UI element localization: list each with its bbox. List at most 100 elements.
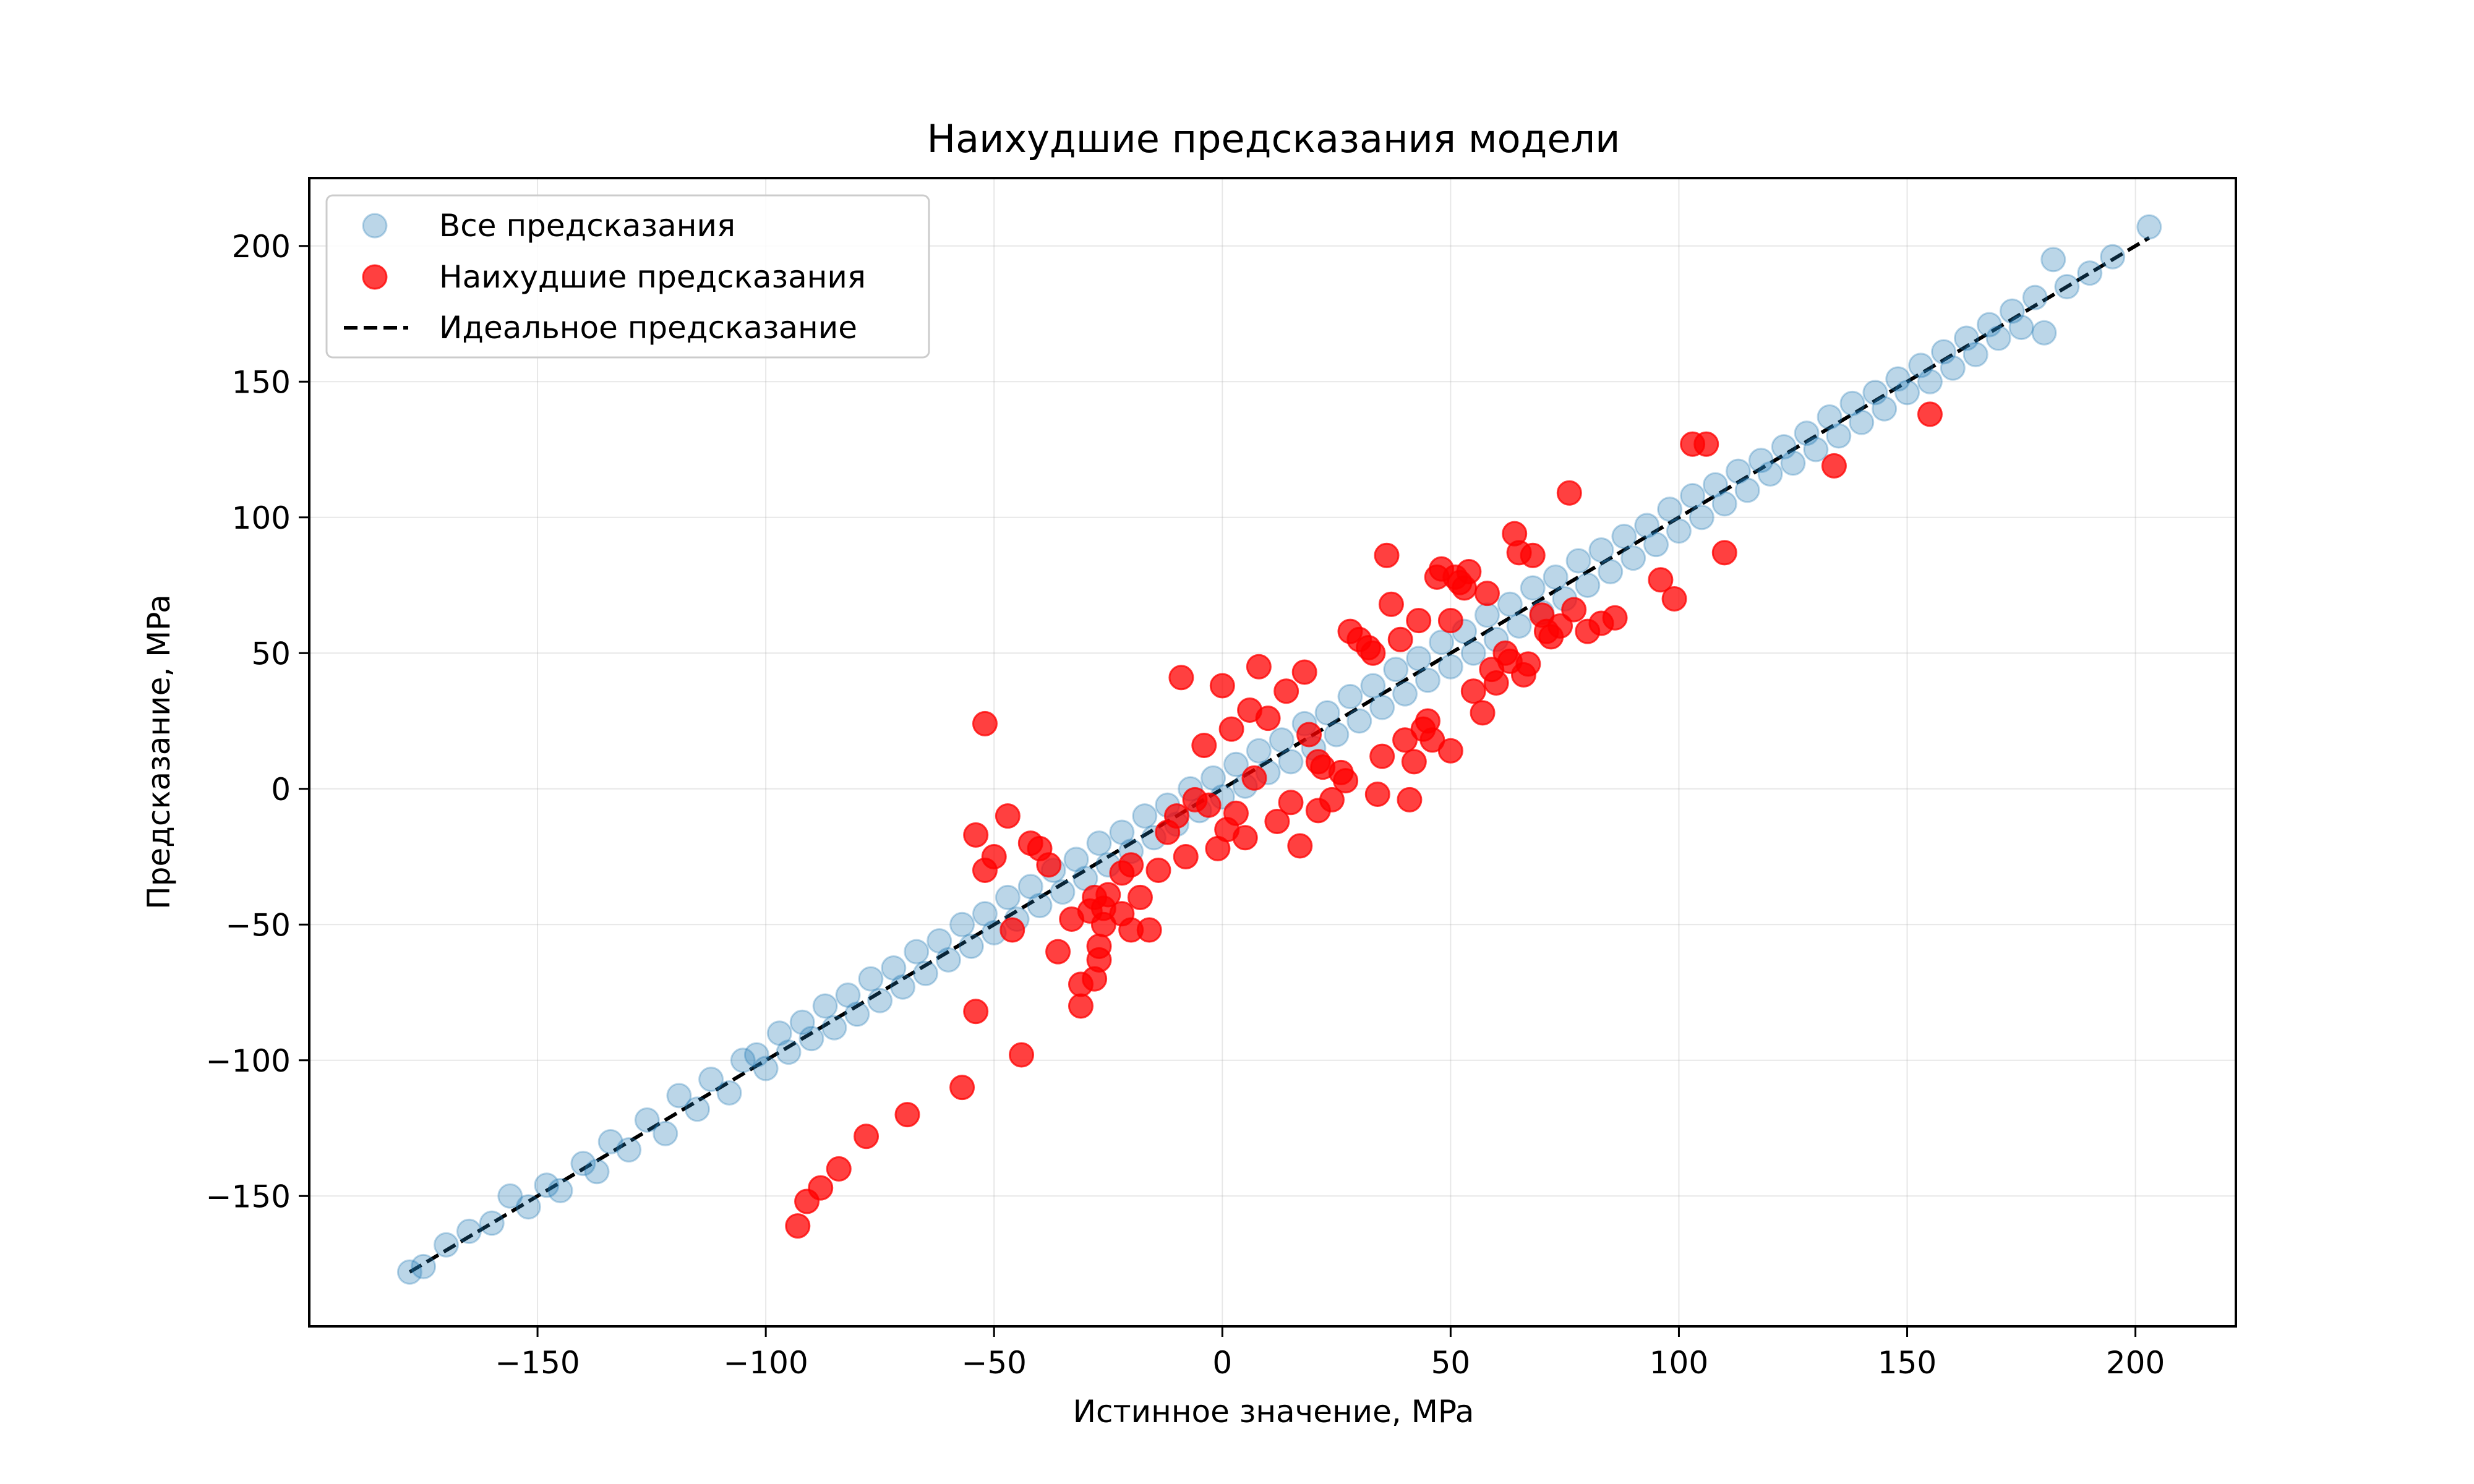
all-prediction-point xyxy=(867,987,893,1013)
all-prediction-point xyxy=(1689,505,1714,531)
worst-prediction-point xyxy=(949,1075,975,1101)
worst-prediction-point xyxy=(1437,608,1463,634)
all-prediction-point xyxy=(456,1218,482,1244)
x-tick-label: 0 xyxy=(1212,1345,1232,1381)
all-prediction-point xyxy=(766,1020,792,1046)
y-tick-label: −100 xyxy=(206,1043,291,1079)
worst-prediction-point xyxy=(854,1124,880,1149)
all-prediction-point xyxy=(1369,694,1395,720)
all-prediction-point xyxy=(1953,325,1979,351)
all-prediction-point xyxy=(1346,708,1372,734)
all-prediction-point xyxy=(716,1080,742,1106)
all-prediction-point xyxy=(730,1047,756,1073)
all-prediction-point xyxy=(1086,830,1112,856)
all-prediction-point xyxy=(1017,874,1043,900)
worst-prediction-point xyxy=(1223,800,1249,826)
legend-label-all-predictions: Все предсказания xyxy=(439,208,735,244)
all-prediction-point xyxy=(1748,448,1774,474)
all-prediction-point xyxy=(1885,366,1911,392)
all-prediction-point xyxy=(1780,450,1806,476)
all-prediction-point xyxy=(858,966,884,992)
all-prediction-point xyxy=(479,1210,505,1236)
all-prediction-point xyxy=(1908,352,1934,378)
x-tick-label: 100 xyxy=(1650,1345,1708,1381)
worst-prediction-point xyxy=(1196,792,1222,818)
all-prediction-point xyxy=(1437,654,1463,680)
worst-prediction-point xyxy=(1374,542,1400,568)
all-prediction-point xyxy=(1894,380,1920,406)
all-prediction-point xyxy=(1460,640,1486,666)
all-prediction-point xyxy=(1725,458,1751,484)
worst-prediction-point xyxy=(1661,586,1687,612)
all-prediction-point xyxy=(1474,602,1500,628)
all-prediction-point xyxy=(2022,284,2048,310)
worst-prediction-point xyxy=(1401,749,1427,775)
all-prediction-point xyxy=(1917,369,1943,394)
x-tick-label: −50 xyxy=(961,1345,1027,1381)
worst-prediction-point xyxy=(808,1175,834,1201)
all-prediction-point xyxy=(890,974,916,1000)
all-prediction-point xyxy=(634,1107,660,1133)
chart-title: Наихудшие предсказания модели xyxy=(927,116,1620,161)
worst-prediction-point xyxy=(1145,857,1171,883)
worst-prediction-point xyxy=(1364,782,1390,808)
worst-prediction-point xyxy=(1009,1042,1035,1068)
all-prediction-point xyxy=(1223,751,1249,777)
all-prediction-point xyxy=(2136,214,2162,240)
worst-prediction-point xyxy=(1460,678,1486,704)
worst-prediction-point xyxy=(1917,401,1943,427)
x-tick-label: −100 xyxy=(723,1345,808,1381)
all-prediction-point xyxy=(913,960,939,986)
all-prediction-point xyxy=(1050,879,1076,905)
worst-prediction-point xyxy=(1561,597,1587,623)
all-prediction-point xyxy=(1862,380,1888,406)
all-prediction-point xyxy=(1520,575,1546,601)
legend-label-worst-predictions: Наихудшие предсказания xyxy=(439,259,866,295)
worst-prediction-point xyxy=(1319,787,1345,812)
worst-prediction-point xyxy=(1456,559,1482,585)
all-prediction-point xyxy=(1246,738,1272,764)
all-prediction-point xyxy=(1324,722,1350,748)
worst-prediction-point xyxy=(1360,640,1386,666)
worst-prediction-point xyxy=(1086,933,1112,959)
worst-prediction-point xyxy=(1378,591,1404,617)
worst-prediction-point xyxy=(1547,613,1573,639)
all-prediction-point xyxy=(570,1151,596,1177)
all-prediction-point xyxy=(2054,274,2080,300)
legend-label-ideal: Идеальное предсказание xyxy=(439,310,857,346)
all-prediction-point xyxy=(534,1172,560,1198)
worst-prediction-point xyxy=(1136,917,1162,943)
all-prediction-point xyxy=(2100,244,2126,270)
all-prediction-point xyxy=(1826,423,1852,449)
all-prediction-point xyxy=(1278,749,1304,775)
all-prediction-point xyxy=(821,1015,847,1041)
all-prediction-point xyxy=(1634,513,1660,539)
all-prediction-point xyxy=(411,1253,437,1279)
all-prediction-point xyxy=(616,1137,642,1163)
worst-prediction-point xyxy=(1693,431,1719,457)
x-tick-label: −150 xyxy=(495,1345,580,1381)
worst-prediction-point xyxy=(1520,542,1546,568)
all-prediction-point xyxy=(2031,320,2057,346)
all-prediction-point xyxy=(1757,461,1783,487)
worst-prediction-point xyxy=(1483,670,1509,696)
worst-prediction-point xyxy=(963,999,989,1025)
legend-marker-worst-predictions xyxy=(362,264,388,290)
all-prediction-point xyxy=(1839,390,1865,416)
grid xyxy=(309,178,2236,1326)
all-prediction-point xyxy=(2008,314,2034,340)
x-tick-label: 50 xyxy=(1431,1345,1471,1381)
worst-prediction-point xyxy=(1127,884,1153,910)
all-prediction-point xyxy=(547,1177,573,1203)
worst-prediction-point xyxy=(1068,993,1094,1019)
x-axis: −150 −100 −50 0 50 100 150 200 xyxy=(495,1326,2165,1381)
worst-prediction-point xyxy=(1474,581,1500,607)
y-tick-label: −50 xyxy=(225,907,291,943)
worst-prediction-point xyxy=(1648,567,1674,593)
worst-prediction-point xyxy=(1602,605,1628,631)
worst-prediction-point xyxy=(1118,852,1144,878)
worst-prediction-point xyxy=(1515,651,1541,677)
all-prediction-point xyxy=(1337,684,1363,710)
all-prediction-point xyxy=(1999,298,2025,324)
worst-prediction-point xyxy=(1711,540,1737,566)
